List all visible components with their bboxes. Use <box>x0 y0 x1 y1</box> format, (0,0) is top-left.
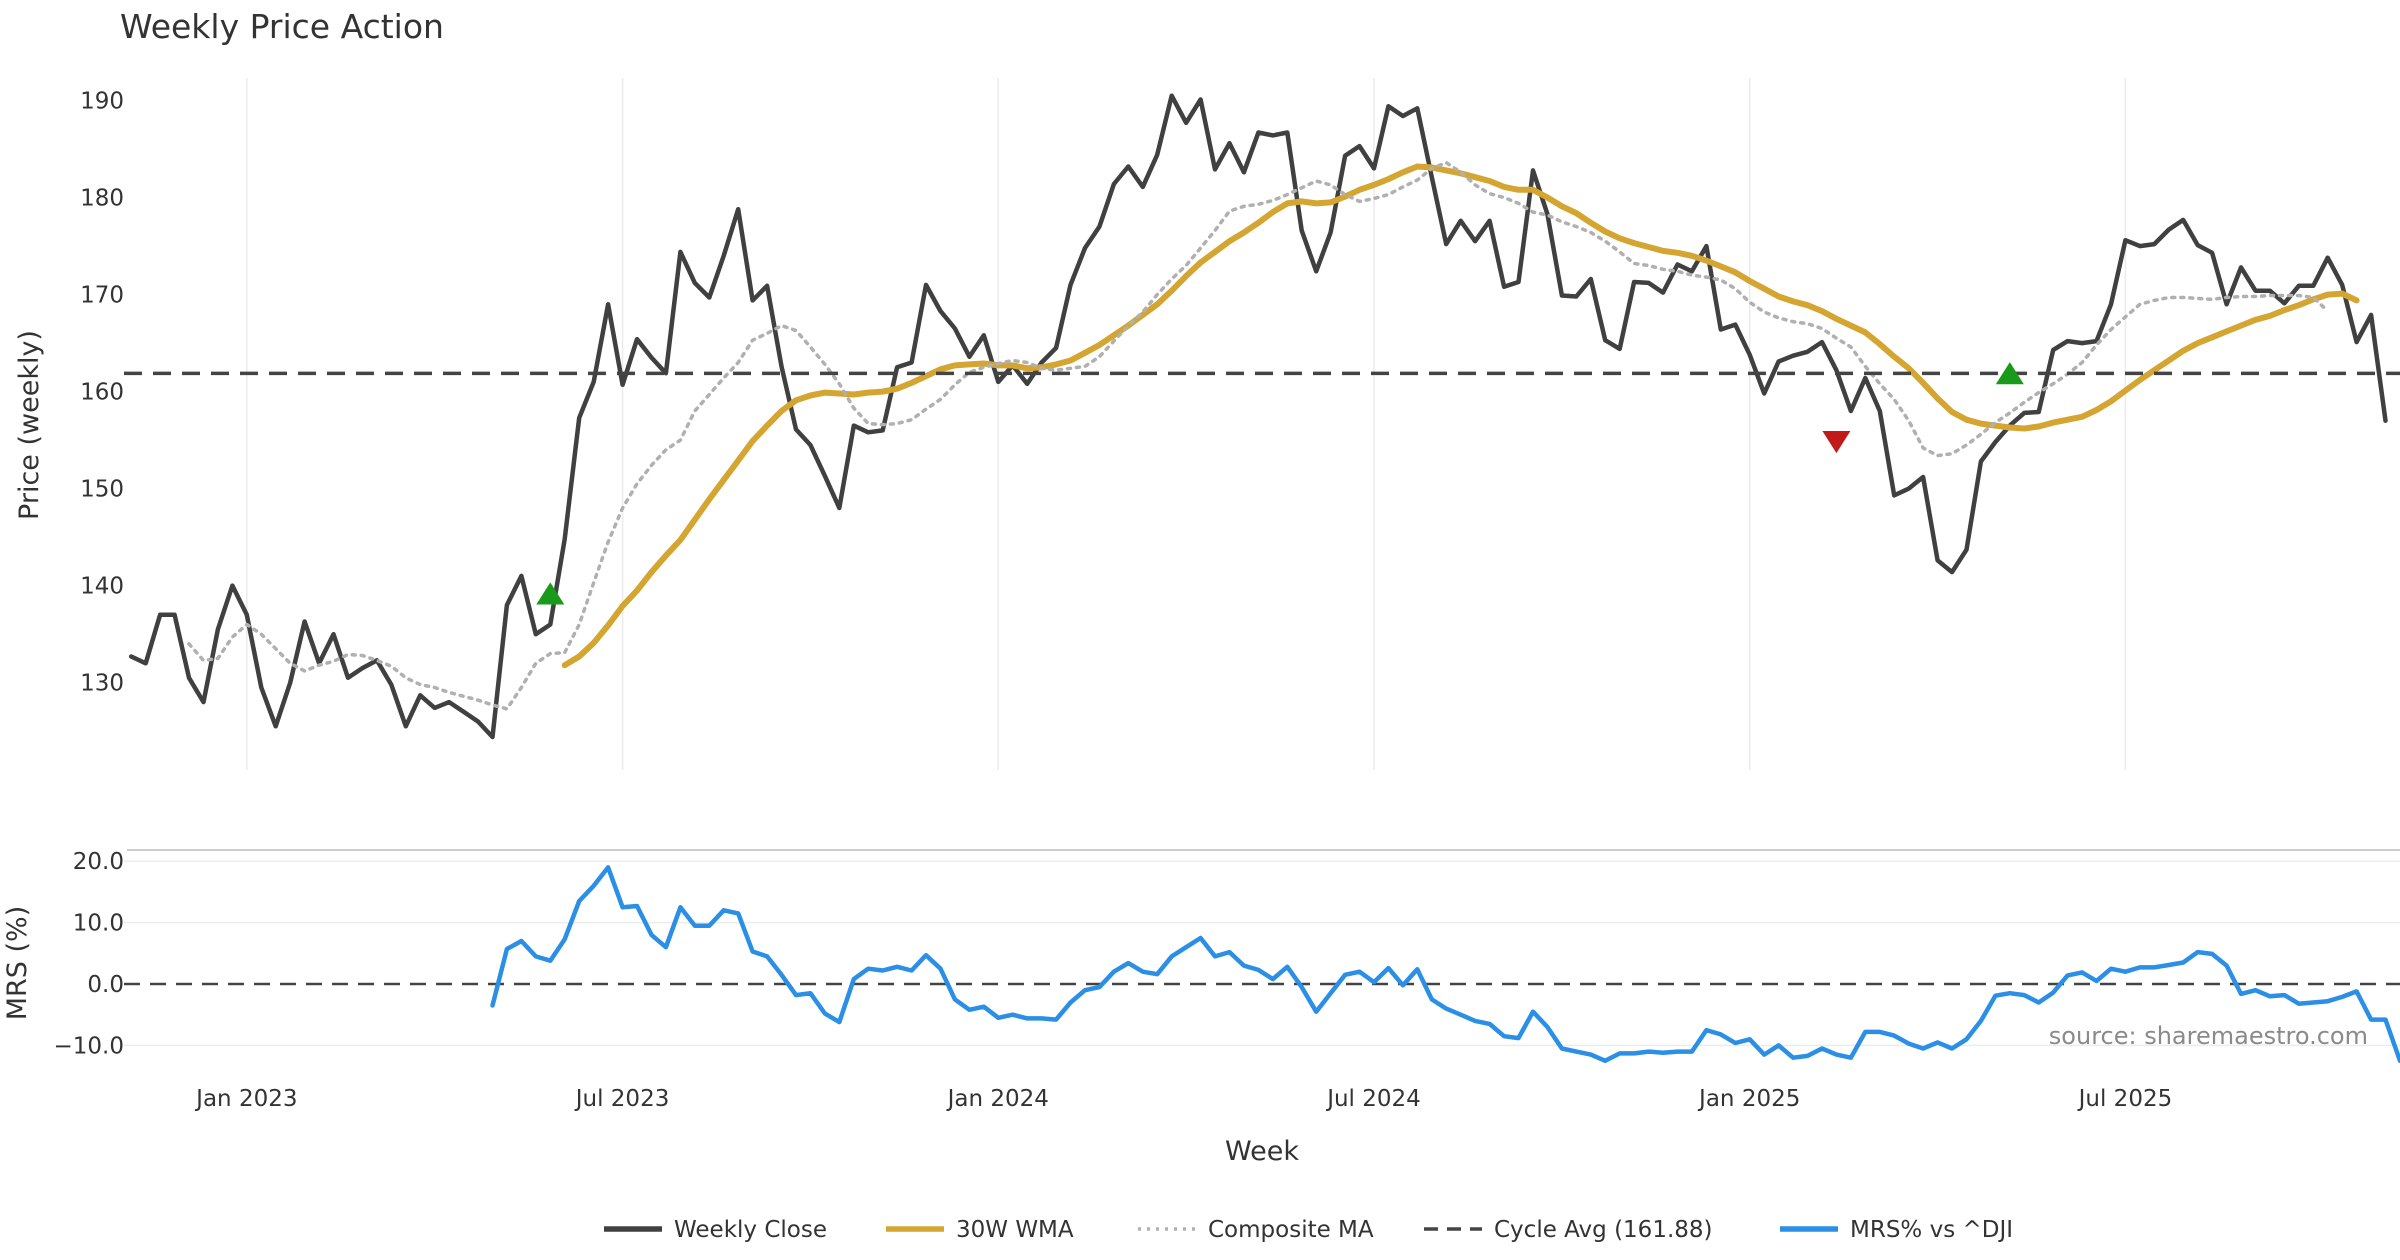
mrs-y-tick: −10.0 <box>54 1033 124 1059</box>
price-series-lines <box>124 93 2400 740</box>
legend-label: Composite MA <box>1208 1217 1374 1243</box>
price-y-tick: 160 <box>80 380 124 406</box>
legend-label: Cycle Avg (161.88) <box>1494 1217 1713 1243</box>
chart-title: Weekly Price Action <box>120 7 444 46</box>
price-y-tick: 140 <box>80 574 124 600</box>
price-y-axis-label: Price (weekly) <box>14 330 45 520</box>
legend-entry-30w-wma: 30W WMA <box>886 1217 1074 1243</box>
x-tick-label: Jan 2023 <box>194 1086 297 1112</box>
mrs-y-tick: 20.0 <box>73 849 124 875</box>
legend-entry-cycle-avg-161-88: Cycle Avg (161.88) <box>1424 1217 1713 1243</box>
series-30w-wma <box>561 163 2360 669</box>
buy-signal-marker-2 <box>1995 362 2024 385</box>
mrs-panel: −10.0 0.0 10.0 20.0 MRS (%) source: sharema… <box>2 849 2400 1064</box>
price-vertical-grid <box>246 78 2127 770</box>
legend-label: 30W WMA <box>956 1217 1074 1243</box>
mrs-y-axis-label: MRS (%) <box>2 906 33 1021</box>
legend-label: MRS% vs ^DJI <box>1850 1217 2013 1243</box>
series-composite-ma <box>187 160 2330 711</box>
mrs-horizontal-grid <box>124 860 2400 1047</box>
series-weekly-close <box>128 93 2388 740</box>
price-panel: 130 140 150 160 170 180 190 Price (weekly) <box>14 78 2400 770</box>
legend-entry-mrs-vs-dji: MRS% vs ^DJI <box>1780 1217 2013 1243</box>
mrs-y-tick: 10.0 <box>73 911 124 937</box>
x-axis-label: Week <box>1225 1136 1299 1167</box>
legend-label: Weekly Close <box>674 1217 827 1243</box>
x-tick-label: Jul 2023 <box>574 1086 670 1112</box>
mrs-series-lines <box>490 865 2400 1064</box>
price-y-tick: 190 <box>80 89 124 115</box>
sell-signal-marker-1 <box>1822 431 1851 454</box>
signal-markers <box>536 362 2024 605</box>
price-y-tick: 170 <box>80 283 124 309</box>
price-y-tick: 180 <box>80 186 124 212</box>
x-tick-label: Jan 2024 <box>946 1086 1049 1112</box>
x-tick-label: Jul 2024 <box>1325 1086 1421 1112</box>
legend-entry-weekly-close: Weekly Close <box>604 1217 827 1243</box>
x-tick-labels: Jan 2023 Jul 2023 Jan 2024 Jul 2024 Jan 2025… <box>194 1086 2172 1112</box>
x-tick-label: Jan 2025 <box>1697 1086 1800 1112</box>
legend-entry-composite-ma: Composite MA <box>1138 1217 1374 1243</box>
series-mrs-vs-dji <box>490 865 2400 1064</box>
price-y-tick: 150 <box>80 477 124 503</box>
buy-signal-marker-0 <box>536 582 565 605</box>
price-y-tick-labels: 130 140 150 160 170 180 190 <box>80 89 124 697</box>
x-tick-label: Jul 2025 <box>2077 1086 2173 1112</box>
mrs-y-tick: 0.0 <box>87 972 124 998</box>
source-note: source: sharemaestro.com <box>2049 1022 2368 1050</box>
price-y-tick: 130 <box>80 671 124 697</box>
legend: Weekly Close 30W WMA Composite MA Cycle Avg… <box>604 1217 2013 1243</box>
mrs-y-tick-labels: −10.0 0.0 10.0 20.0 <box>54 849 124 1059</box>
